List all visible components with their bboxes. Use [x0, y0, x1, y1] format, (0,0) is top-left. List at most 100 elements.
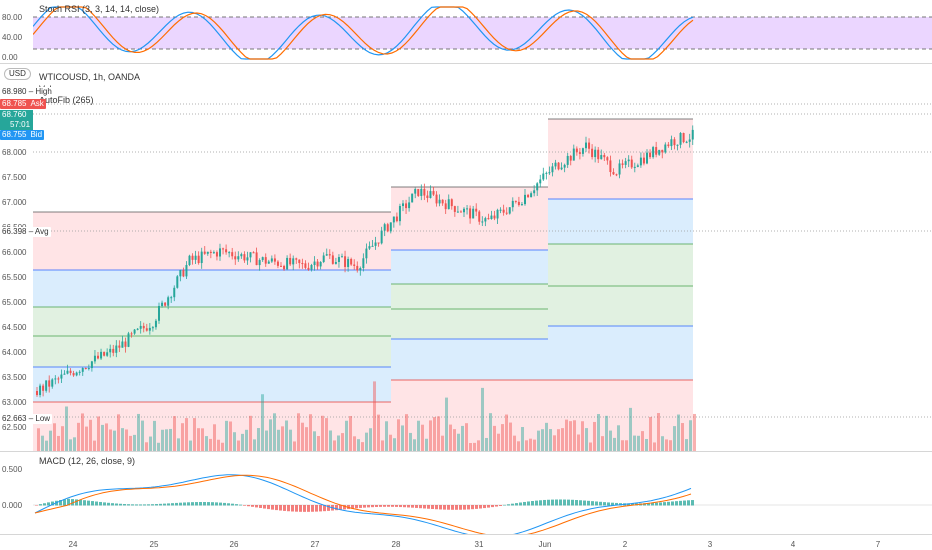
candle-body: [341, 256, 343, 258]
candle-body: [481, 221, 484, 223]
volume-bar: [237, 440, 240, 451]
avg-price-tag: 66.398 – Avg: [0, 227, 51, 237]
volume-bar: [653, 442, 656, 451]
macd-histogram-bar: [455, 505, 458, 510]
macd-histogram-bar: [127, 504, 130, 506]
pane-separator[interactable]: [0, 451, 932, 452]
candle-body: [148, 327, 151, 331]
macd-histogram-bar: [223, 502, 226, 506]
macd-legend[interactable]: MACD (12, 26, close, 9): [39, 456, 136, 466]
volume-bar: [477, 440, 480, 451]
volume-bar: [253, 439, 256, 451]
candle-body: [45, 380, 48, 391]
macd-histogram-bar: [679, 500, 682, 506]
symbol-legend[interactable]: WTICOUSD, 1h, OANDA: [39, 72, 141, 82]
candle-body: [322, 255, 325, 262]
macd-plot: [33, 474, 932, 534]
fib-zone: [33, 307, 391, 336]
macd-histogram-bar: [123, 504, 126, 506]
candle-body: [670, 139, 673, 147]
stoch-rsi-legend[interactable]: Stoch RSI (3, 3, 14, 14, close): [39, 4, 160, 14]
volume-bar: [485, 437, 488, 451]
macd-histogram-bar: [283, 505, 286, 511]
pane-separator[interactable]: [0, 63, 932, 64]
candle-body: [54, 378, 57, 380]
macd-histogram-bar: [667, 501, 670, 506]
volume-bar: [421, 424, 424, 451]
candle-body: [688, 139, 691, 142]
candle-body: [636, 165, 639, 167]
macd-histogram-bar: [135, 504, 138, 506]
volume-bar: [301, 422, 304, 451]
ask-label: Ask: [30, 99, 44, 108]
candle-body: [261, 257, 264, 261]
volume-bar: [437, 416, 440, 451]
volume-bar: [297, 413, 300, 451]
volume-bar: [49, 430, 52, 451]
volume-bar: [189, 440, 192, 451]
macd-histogram-bar: [271, 505, 274, 510]
candle-body: [276, 261, 279, 266]
price-pane[interactable]: WTICOUSD, 1h, OANDA Vol AutoFib (265): [33, 64, 932, 451]
low-label: Low: [35, 414, 51, 423]
price-tick: 64.500: [2, 323, 27, 332]
volume-bar: [337, 435, 340, 451]
macd-histogram-bar: [195, 502, 198, 506]
macd-pane[interactable]: MACD (12, 26, close, 9): [33, 452, 932, 534]
candle-body: [615, 174, 618, 176]
time-label: 24: [68, 540, 78, 549]
stoch-rsi-pane[interactable]: Stoch RSI (3, 3, 14, 14, close): [33, 0, 932, 63]
price-tick: 65.500: [2, 273, 27, 282]
candle-body: [429, 191, 432, 198]
macd-histogram-bar: [443, 505, 446, 510]
candle-body: [652, 147, 655, 158]
volume-bar: [493, 425, 496, 451]
volume-bar: [133, 434, 136, 451]
volume-bar: [73, 437, 76, 451]
candle-body: [478, 211, 481, 222]
macd-histogram-bar: [451, 505, 454, 510]
autofib-legend[interactable]: AutoFib (265): [39, 95, 94, 105]
macd-histogram-bar: [219, 502, 222, 506]
volume-bar: [385, 421, 388, 451]
volume-bar: [305, 427, 308, 451]
volume-bar: [397, 419, 400, 451]
macd-histogram-bar: [643, 503, 646, 506]
candle-body: [100, 351, 103, 359]
macd-histogram-bar: [691, 500, 694, 506]
candle-body: [133, 329, 136, 334]
candle-body: [389, 222, 392, 232]
candle-body: [362, 258, 365, 269]
last-value: 68.760: [2, 110, 27, 119]
macd-histogram-bar: [255, 505, 258, 508]
macd-histogram-bar: [299, 505, 302, 512]
volume-bar: [681, 423, 684, 451]
macd-histogram-bar: [627, 503, 630, 506]
candle-body: [691, 129, 694, 140]
macd-histogram-bar: [599, 501, 602, 506]
fib-zone: [548, 286, 693, 326]
volume-bar: [121, 428, 124, 451]
volume-bar: [61, 426, 64, 451]
volume-bar: [649, 416, 652, 451]
candle-body: [499, 209, 502, 211]
macd-histogram-bar: [675, 501, 678, 506]
volume-bar: [129, 435, 132, 451]
price-tick: 67.000: [2, 198, 27, 207]
volume-bar: [89, 419, 92, 451]
macd-histogram-bar: [475, 505, 478, 509]
candle-body: [344, 256, 347, 267]
volume-bar: [173, 416, 176, 451]
fib-zone: [548, 199, 693, 244]
volume-bar: [157, 442, 160, 451]
macd-histogram-bar: [59, 500, 62, 506]
volume-bar: [577, 434, 580, 451]
macd-histogram-bar: [375, 505, 378, 507]
macd-histogram-bar: [351, 505, 354, 509]
macd-histogram-bar: [247, 505, 250, 507]
candle-body: [453, 206, 456, 212]
candle-body: [682, 132, 685, 143]
candle-body: [368, 246, 371, 249]
currency-button[interactable]: USD: [4, 68, 31, 80]
fib-zone: [33, 212, 391, 270]
